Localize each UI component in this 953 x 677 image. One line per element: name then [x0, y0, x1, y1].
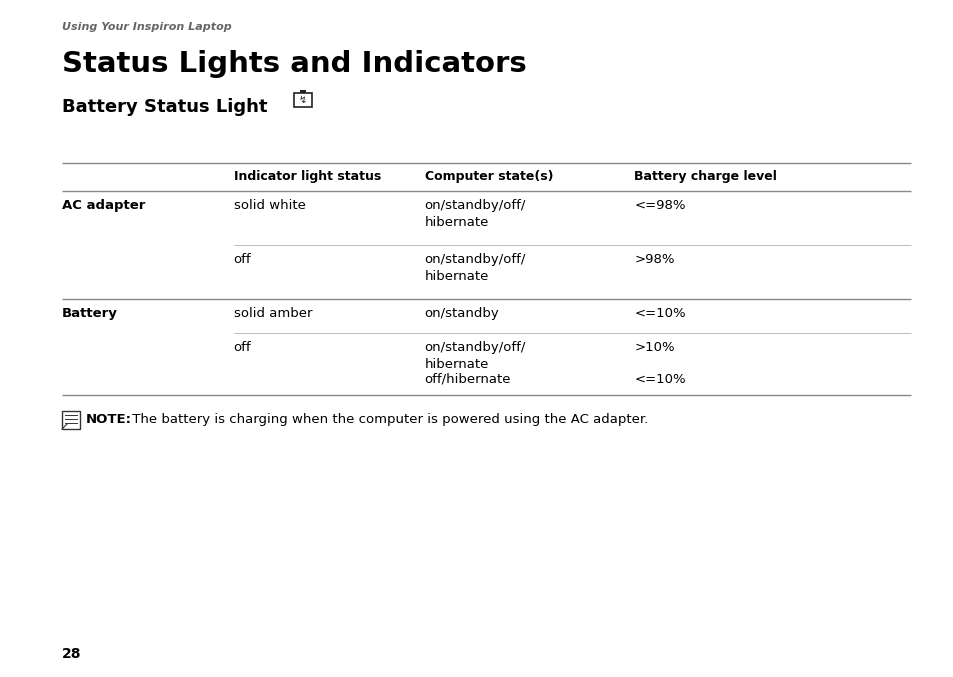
Text: NOTE:: NOTE:	[86, 413, 132, 426]
Text: solid amber: solid amber	[233, 307, 312, 320]
Text: <=10%: <=10%	[634, 373, 685, 386]
Text: >98%: >98%	[634, 253, 674, 266]
Text: The battery is charging when the computer is powered using the AC adapter.: The battery is charging when the compute…	[128, 413, 648, 426]
Text: on/standby/off/
hibernate: on/standby/off/ hibernate	[424, 253, 525, 283]
Text: >10%: >10%	[634, 341, 675, 354]
Text: <=98%: <=98%	[634, 199, 685, 212]
Bar	[300, 90, 305, 93]
Text: Status Lights and Indicators: Status Lights and Indicators	[62, 50, 526, 78]
Text: Battery charge level: Battery charge level	[634, 170, 777, 183]
Text: solid white: solid white	[233, 199, 305, 212]
Text: Computer state(s): Computer state(s)	[424, 170, 553, 183]
Text: ↯: ↯	[298, 95, 307, 105]
Text: on/standby/off/
hibernate: on/standby/off/ hibernate	[424, 199, 525, 229]
Bar	[294, 93, 312, 107]
Text: Battery Status Light: Battery Status Light	[62, 98, 267, 116]
Text: on/standby/off/
hibernate: on/standby/off/ hibernate	[424, 341, 525, 371]
FancyBboxPatch shape	[62, 411, 80, 429]
Text: on/standby: on/standby	[424, 307, 498, 320]
Text: Battery: Battery	[62, 307, 118, 320]
Text: <=10%: <=10%	[634, 307, 685, 320]
Text: off/hibernate: off/hibernate	[424, 373, 511, 386]
Text: Indicator light status: Indicator light status	[233, 170, 380, 183]
Text: 28: 28	[62, 647, 81, 661]
Text: off: off	[233, 253, 251, 266]
Text: Using Your Inspiron Laptop: Using Your Inspiron Laptop	[62, 22, 232, 32]
Text: off: off	[233, 341, 251, 354]
Text: AC adapter: AC adapter	[62, 199, 145, 212]
